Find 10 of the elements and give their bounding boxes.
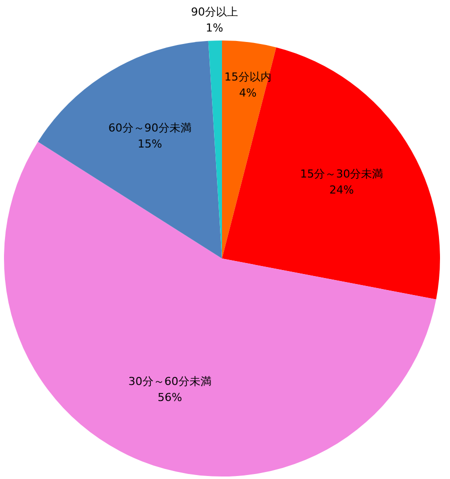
slice-label: 60分～90分未満	[108, 121, 192, 134]
data-label: 24%	[329, 183, 354, 196]
data-label: 4%	[239, 86, 257, 100]
slice-label: 30分～60分未満	[128, 375, 212, 388]
slice-label: 15分～30分未満	[300, 167, 384, 180]
slice-label: 90分以上	[190, 5, 238, 18]
data-label: 15%	[138, 137, 162, 150]
data-label: 1%	[206, 21, 224, 34]
slice-label: 15分以内	[224, 70, 272, 84]
data-label: 56%	[158, 391, 182, 404]
